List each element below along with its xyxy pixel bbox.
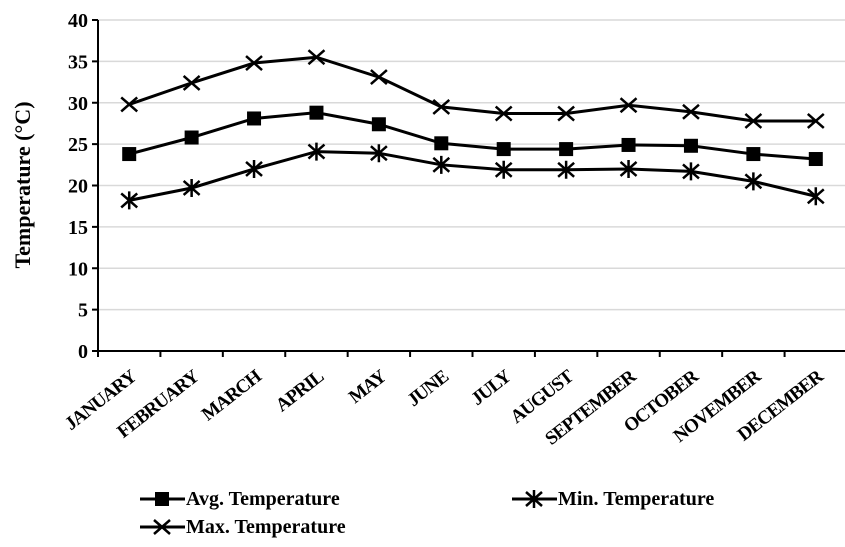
point-max-temperature-october — [682, 103, 700, 120]
x-tick-label-may: MAY — [345, 366, 391, 408]
point-min-temperature-june — [432, 155, 451, 174]
y-tick-label-35: 35 — [68, 51, 88, 73]
point-avg-temperature-april — [309, 105, 324, 120]
y-tick-label-25: 25 — [68, 134, 88, 156]
point-min-temperature-march — [245, 159, 263, 178]
point-max-temperature-july — [494, 105, 513, 122]
point-max-temperature-november — [744, 113, 763, 129]
point-max-temperature-august — [557, 105, 575, 122]
point-avg-temperature-october — [683, 138, 698, 153]
point-max-temperature-april — [307, 49, 326, 66]
point-max-temperature-february — [182, 74, 201, 91]
y-tick-label-30: 30 — [68, 93, 88, 115]
point-min-temperature-august — [557, 160, 575, 179]
legend-item-avg-temperature: Avg. Temperature — [140, 488, 340, 510]
axes — [92, 19, 845, 357]
legend: Avg. Temperature Min. Temperature Max. Tem… — [140, 488, 714, 538]
point-max-temperature-september — [619, 97, 638, 114]
point-avg-temperature-february — [184, 130, 199, 145]
legend-item-max-temperature: Max. Temperature — [140, 516, 346, 538]
point-avg-temperature-december — [808, 152, 823, 167]
legend-label-max-temperature: Max. Temperature — [186, 516, 346, 538]
y-axis-title: Temperature (°C) — [10, 101, 35, 268]
point-min-temperature-may — [370, 144, 388, 163]
y-tick-label-15: 15 — [68, 217, 88, 239]
y-tick-label-20: 20 — [68, 176, 88, 198]
series-line-avg-temperature — [128, 111, 816, 161]
point-max-temperature-december — [806, 113, 825, 129]
legend-item-min-temperature: Min. Temperature — [512, 488, 714, 510]
point-max-temperature-january — [120, 96, 139, 113]
y-tick-label-5: 5 — [78, 300, 88, 322]
point-avg-temperature-may — [371, 117, 386, 132]
point-avg-temperature-november — [746, 147, 761, 162]
point-min-temperature-september — [619, 159, 638, 178]
legend-marker-avg-temperature — [155, 492, 169, 506]
point-max-temperature-march — [245, 55, 263, 71]
point-max-temperature-may — [370, 69, 388, 86]
point-min-temperature-july — [494, 160, 513, 179]
y-tick-labels: 0 5 10 15 20 25 30 35 40 — [68, 10, 88, 363]
point-avg-temperature-august — [559, 142, 574, 157]
y-tick-label-0: 0 — [78, 341, 88, 363]
x-tick-label-june: JUNE — [403, 366, 452, 411]
point-min-temperature-february — [182, 178, 201, 197]
y-tick-label-10: 10 — [68, 258, 88, 280]
x-tick-label-april: APRIL — [272, 366, 328, 416]
x-tick-label-july: JULY — [467, 366, 516, 410]
point-min-temperature-october — [682, 162, 700, 181]
series-line-max-temperature — [128, 55, 816, 123]
point-min-temperature-november — [744, 172, 763, 191]
point-min-temperature-december — [806, 187, 825, 206]
point-avg-temperature-september — [621, 137, 636, 152]
point-min-temperature-april — [307, 142, 326, 161]
series-line-min-temperature — [128, 150, 817, 202]
point-avg-temperature-march — [247, 111, 262, 126]
gridlines — [98, 19, 845, 311]
point-avg-temperature-july — [496, 142, 511, 157]
point-max-temperature-june — [432, 98, 451, 115]
legend-label-min-temperature: Min. Temperature — [558, 488, 714, 510]
y-tick-label-40: 40 — [68, 10, 88, 32]
series-lines — [120, 49, 825, 210]
point-min-temperature-january — [120, 191, 139, 210]
x-tick-label-march: MARCH — [198, 366, 266, 426]
point-avg-temperature-june — [434, 136, 449, 151]
legend-label-avg-temperature: Avg. Temperature — [186, 488, 340, 510]
point-avg-temperature-january — [122, 147, 137, 162]
legend-marker-max-temperature — [153, 519, 171, 535]
legend-marker-min-temperature — [525, 490, 543, 508]
